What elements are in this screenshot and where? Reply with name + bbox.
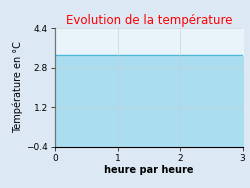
Title: Evolution de la température: Evolution de la température	[66, 14, 232, 27]
X-axis label: heure par heure: heure par heure	[104, 165, 194, 175]
Y-axis label: Température en °C: Température en °C	[13, 42, 24, 133]
